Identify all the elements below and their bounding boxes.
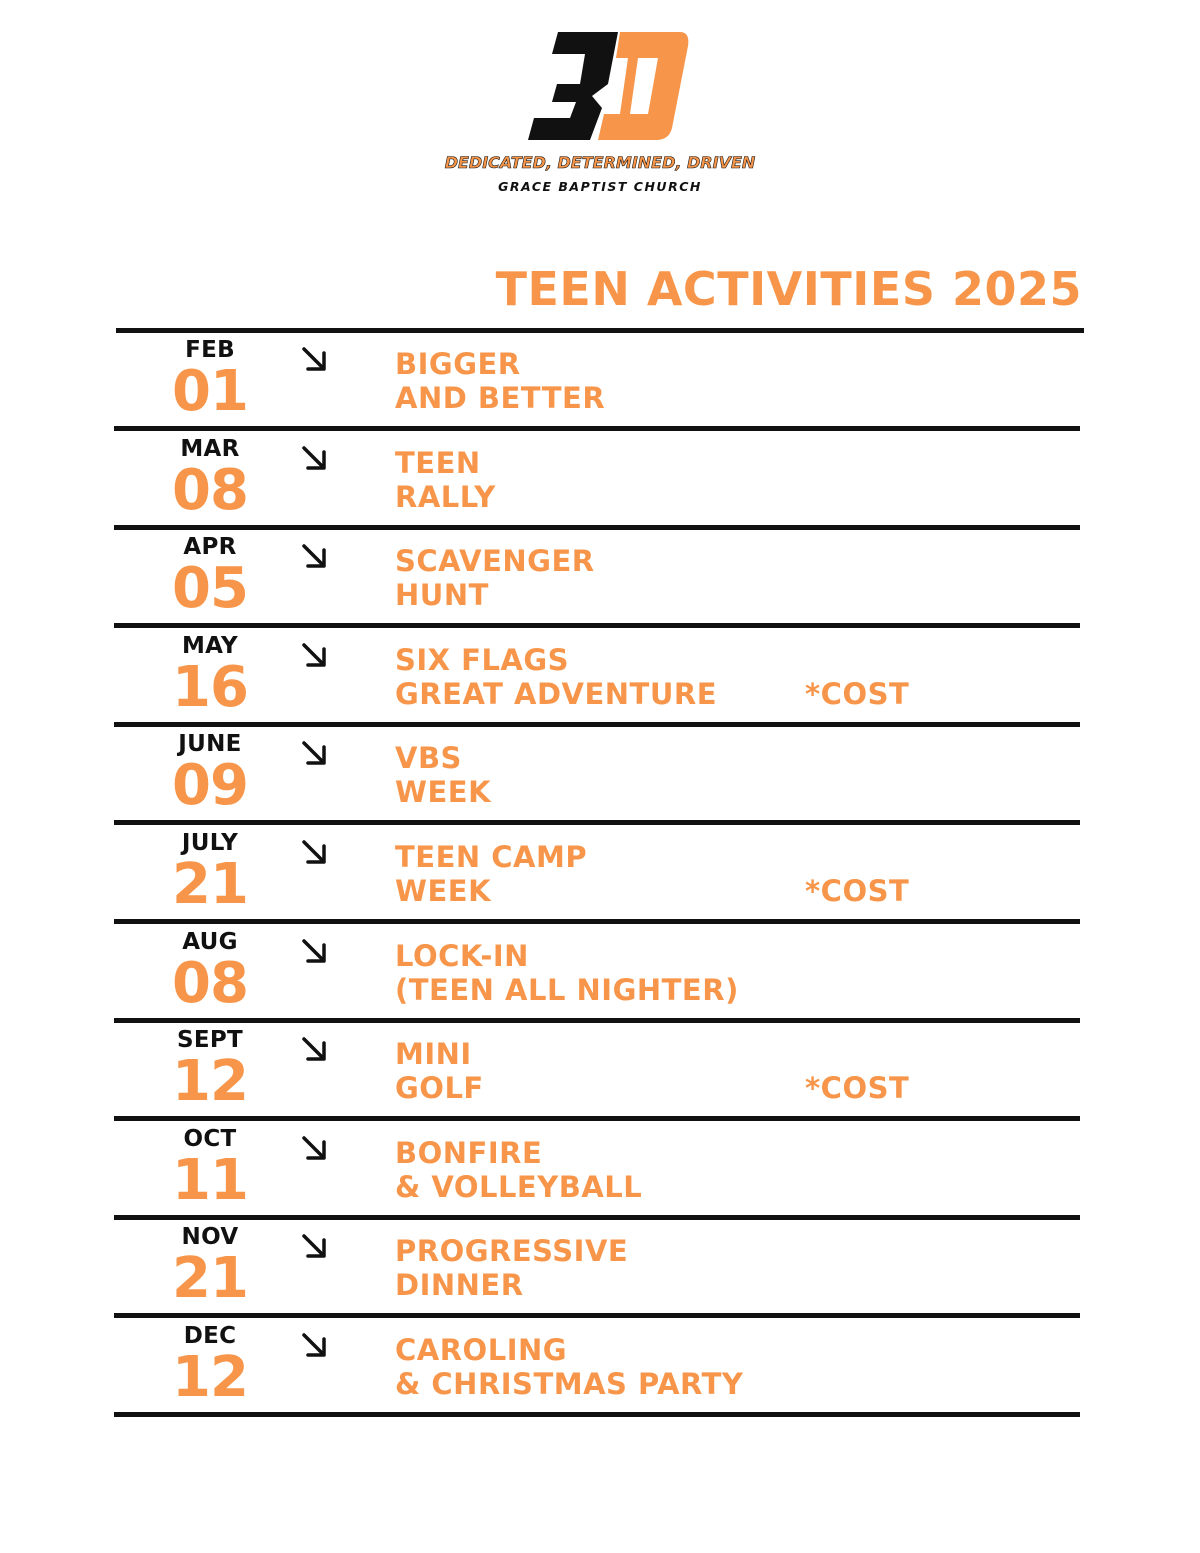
event-month: NOV: [181, 1224, 239, 1251]
row-divider: [114, 1313, 1080, 1319]
event-title-line2: GOLF: [395, 1071, 484, 1106]
logo-tagline: DEDICATED, DETERMINED, DRIVEN: [445, 153, 756, 172]
event-row: APR 05 SCAVENGER HUNT: [114, 530, 1080, 623]
event-title-line1: BIGGER: [395, 347, 521, 381]
event-day: 11: [172, 1147, 249, 1213]
event-title-line1: BONFIRE: [395, 1135, 543, 1170]
event-title-line2: WEEK: [395, 874, 492, 908]
row-divider: [114, 623, 1080, 629]
event-row: JULY 21 TEEN CAMP WEEK *COST: [114, 826, 1080, 919]
event-row: SEPT 12 MINI GOLF *COST: [114, 1023, 1080, 1116]
row-divider: [114, 524, 1080, 530]
event-title-line1: SIX FLAGS: [395, 642, 570, 677]
logo-church-name: GRACE BAPTIST CHURCH: [498, 179, 702, 194]
event-month: JUNE: [178, 731, 242, 758]
event-row: MAY 16 SIX FLAGS GREAT ADVENTURE *COST: [114, 629, 1080, 722]
row-divider: [114, 1214, 1080, 1220]
event-day: 09: [172, 753, 249, 819]
event-title-line2: GREAT ADVENTURE: [395, 676, 718, 711]
event-month: OCT: [183, 1125, 237, 1152]
event-day: 21: [172, 852, 249, 917]
arrow-down-right-icon: [302, 938, 326, 963]
arrow-down-right-icon: [302, 741, 326, 766]
event-day: 08: [172, 950, 249, 1016]
event-title-line1: PROGRESSIVE: [395, 1234, 629, 1269]
event-title-line2: & VOLLEYBALL: [395, 1169, 643, 1204]
logo-3d-mark: DEDICATED, DETERMINED, DRIVEN GRACE BAPT…: [444, 32, 756, 194]
event-cost-note: *COST: [805, 676, 910, 711]
arrow-down-right-icon: [302, 1136, 326, 1160]
event-title-line2: HUNT: [395, 578, 489, 613]
event-title-line2: AND BETTER: [395, 381, 606, 415]
event-day: 08: [172, 457, 249, 523]
event-row: OCT 11 BONFIRE & VOLLEYBALL: [114, 1122, 1080, 1215]
event-month: MAR: [180, 435, 240, 462]
event-row: DEC 12 CAROLING & CHRISTMAS PARTY: [114, 1319, 1080, 1412]
event-row: AUG 08 LOCK-IN (TEEN ALL NIGHTER): [114, 925, 1080, 1018]
event-title-line1: SCAVENGER: [395, 544, 595, 579]
event-title-line1: LOCK-IN: [395, 938, 529, 973]
event-day: 01: [172, 359, 249, 424]
arrow-down-right-icon: [302, 445, 326, 470]
page-title: TEEN ACTIVITIES 2025: [495, 262, 1082, 316]
event-month: FEB: [185, 337, 235, 363]
event-month: MAY: [181, 632, 239, 659]
event-month: SEPT: [176, 1027, 244, 1054]
event-title-line2: (TEEN ALL NIGHTER): [395, 972, 739, 1007]
event-month: APR: [183, 534, 237, 561]
event-row: MAR 08 TEEN RALLY: [114, 432, 1080, 525]
row-divider: [114, 1017, 1080, 1023]
event-title-line2: DINNER: [395, 1268, 524, 1303]
event-month: AUG: [182, 928, 238, 955]
event-day: 05: [172, 556, 249, 622]
event-row: NOV 21 PROGRESSIVE DINNER: [114, 1220, 1080, 1313]
event-title-line1: MINI: [395, 1037, 472, 1072]
row-divider: [116, 328, 1084, 333]
event-title-line1: TEEN CAMP: [395, 840, 588, 874]
event-cost-note: *COST: [805, 1071, 910, 1106]
row-divider: [114, 721, 1080, 727]
event-title-line2: WEEK: [395, 775, 492, 810]
event-title-line2: RALLY: [395, 479, 496, 514]
arrow-down-right-icon: [302, 1234, 326, 1259]
row-divider: [114, 919, 1080, 924]
event-title-line2: & CHRISTMAS PARTY: [395, 1367, 744, 1401]
logo: DEDICATED, DETERMINED, DRIVEN GRACE BAPT…: [440, 28, 760, 203]
arrow-down-right-icon: [302, 347, 326, 371]
row-divider: [114, 1412, 1080, 1417]
event-month: DEC: [183, 1323, 237, 1349]
arrow-down-right-icon: [302, 840, 326, 864]
event-day: 21: [172, 1246, 249, 1312]
event-row: FEB 01 BIGGER AND BETTER: [114, 333, 1080, 426]
event-title-line1: TEEN: [395, 445, 481, 480]
event-day: 12: [172, 1049, 249, 1115]
event-month: JULY: [181, 830, 239, 856]
row-divider: [114, 1116, 1080, 1122]
event-title-line1: CAROLING: [395, 1333, 568, 1367]
row-divider: [114, 820, 1080, 826]
arrow-down-right-icon: [302, 643, 326, 667]
arrow-down-right-icon: [302, 1037, 326, 1061]
arrow-down-right-icon: [302, 1333, 326, 1357]
event-row: JUNE 09 VBS WEEK: [114, 727, 1080, 820]
row-divider: [114, 426, 1080, 431]
event-day: 16: [172, 654, 249, 720]
event-title-line1: VBS: [395, 741, 462, 776]
event-day: 12: [172, 1345, 249, 1410]
event-cost-note: *COST: [805, 874, 910, 908]
arrow-down-right-icon: [302, 544, 326, 568]
